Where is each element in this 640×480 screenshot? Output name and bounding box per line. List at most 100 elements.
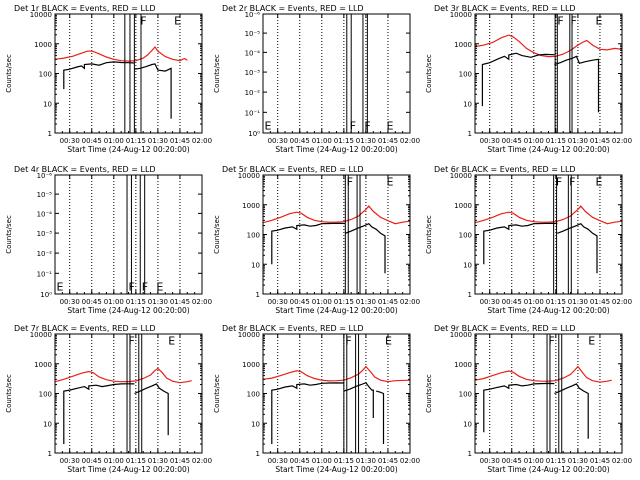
y-axis-label: Counts/sec [213, 215, 221, 254]
flag-label-e: E [596, 15, 603, 28]
flag-label-e: E [385, 335, 392, 348]
x-tick-label: 00:30 [268, 298, 288, 306]
y-tick-label: 10 [251, 420, 260, 428]
y-axis-label: Counts/sec [5, 374, 13, 413]
y-tick-label: 10 [463, 261, 472, 269]
x-tick-label: 01:15 [126, 137, 146, 145]
y-tick-label: 10⁻⁶ [245, 11, 261, 19]
flag-label-e: E [56, 281, 63, 294]
flag-label-f: F [569, 176, 575, 189]
y-tick-label: 10⁻⁴ [37, 210, 53, 218]
y-tick-label: 100 [39, 71, 52, 79]
y-tick-label: 100 [39, 391, 52, 399]
x-axis-label: Start Time (24-Aug-12 00:20:00) [275, 306, 397, 315]
x-axis-label: Start Time (24-Aug-12 00:20:00) [67, 465, 189, 474]
y-tick-label: 100 [459, 71, 472, 79]
y-tick-label: 10000 [30, 11, 52, 19]
x-tick-label: 01:15 [546, 298, 566, 306]
x-tick-label: 01:00 [312, 298, 332, 306]
y-tick-label: 10000 [238, 172, 260, 180]
x-tick-label: 01:30 [568, 457, 588, 465]
series-events-line [554, 55, 600, 113]
y-tick-label: 100 [247, 232, 260, 240]
flag-label-f: F [549, 335, 555, 348]
y-tick-label: 1000 [454, 41, 472, 49]
x-tick-label: 00:30 [60, 298, 80, 306]
y-tick-label: 100 [459, 391, 472, 399]
series-group [263, 365, 410, 444]
x-tick-label: 01:00 [104, 137, 124, 145]
x-tick-label: 01:00 [104, 457, 124, 465]
series-events-line [554, 383, 589, 439]
plot-frame [54, 333, 203, 454]
x-axis-label: Start Time (24-Aug-12 00:20:00) [487, 145, 609, 154]
x-tick-label: 01:15 [334, 137, 354, 145]
x-tick-label: 01:30 [356, 298, 376, 306]
plot-frame [474, 174, 623, 295]
y-tick-label: 1000 [34, 41, 52, 49]
x-tick-label: 01:15 [126, 298, 146, 306]
series-events-line [271, 382, 344, 444]
y-tick-label: 10⁻⁵ [245, 30, 261, 38]
x-tick-label: 00:30 [268, 457, 288, 465]
x-tick-label: 01:30 [148, 457, 168, 465]
flag-label-f: F [142, 281, 148, 294]
y-tick-label: 10 [43, 100, 52, 108]
series-events-line [345, 222, 386, 274]
x-tick-label: 00:45 [290, 298, 310, 306]
x-tick-label: 01:45 [590, 137, 610, 145]
series-group [263, 205, 410, 274]
x-tick-label: 02:00 [400, 298, 420, 306]
y-axis-label: Counts/sec [425, 54, 433, 93]
y-axis-label: Counts/sec [5, 215, 13, 254]
x-tick-label: 00:45 [502, 457, 522, 465]
x-tick-label: 01:00 [312, 137, 332, 145]
y-tick-label: 10 [251, 261, 260, 269]
x-tick-label: 01:45 [378, 457, 398, 465]
flag-label-f: F [350, 120, 356, 133]
series-lld-line [55, 46, 188, 62]
y-tick-label: 10 [463, 420, 472, 428]
x-axis-label: Start Time (24-Aug-12 00:20:00) [487, 465, 609, 474]
y-tick-label: 10000 [238, 331, 260, 339]
y-tick-label: 10⁻² [245, 89, 261, 97]
series-group [475, 205, 622, 274]
flag-label-f: F [347, 176, 353, 189]
x-tick-label: 02:00 [612, 457, 632, 465]
series-lld-line [475, 34, 622, 58]
series-events-line [557, 222, 598, 274]
y-tick-label: 100 [247, 391, 260, 399]
y-tick-label: 1000 [454, 202, 472, 210]
x-tick-label: 00:30 [60, 457, 80, 465]
x-axis-label: Start Time (24-Aug-12 00:20:00) [67, 145, 189, 154]
x-tick-label: 01:00 [524, 298, 544, 306]
y-tick-label: 1000 [34, 361, 52, 369]
series-group [475, 34, 622, 113]
y-tick-label: 10⁻³ [37, 230, 53, 238]
plot-frame [262, 174, 411, 295]
y-tick-label: 10⁰ [248, 130, 260, 138]
y-tick-label: 1000 [242, 202, 260, 210]
y-tick-label: 10⁻¹ [245, 109, 261, 117]
panel-title: Det 6r BLACK = Events, RED = LLD [434, 165, 576, 174]
series-events-line [483, 382, 555, 433]
panel-title: Det 1r BLACK = Events, RED = LLD [14, 4, 156, 13]
series-events-line [63, 61, 135, 90]
y-axis-label: Counts/sec [425, 374, 433, 413]
series-lld-line [475, 205, 622, 225]
panel-title: Det 4r BLACK = Events, RED = LLD [14, 165, 156, 174]
plot-frame [54, 13, 203, 134]
plot-frame [474, 333, 623, 454]
x-tick-label: 02:00 [612, 137, 632, 145]
x-tick-label: 01:30 [148, 298, 168, 306]
series-group [475, 365, 612, 439]
x-tick-label: 01:45 [590, 457, 610, 465]
flag-label-f: F [140, 15, 146, 28]
x-tick-label: 00:45 [290, 457, 310, 465]
x-tick-label: 02:00 [192, 298, 212, 306]
